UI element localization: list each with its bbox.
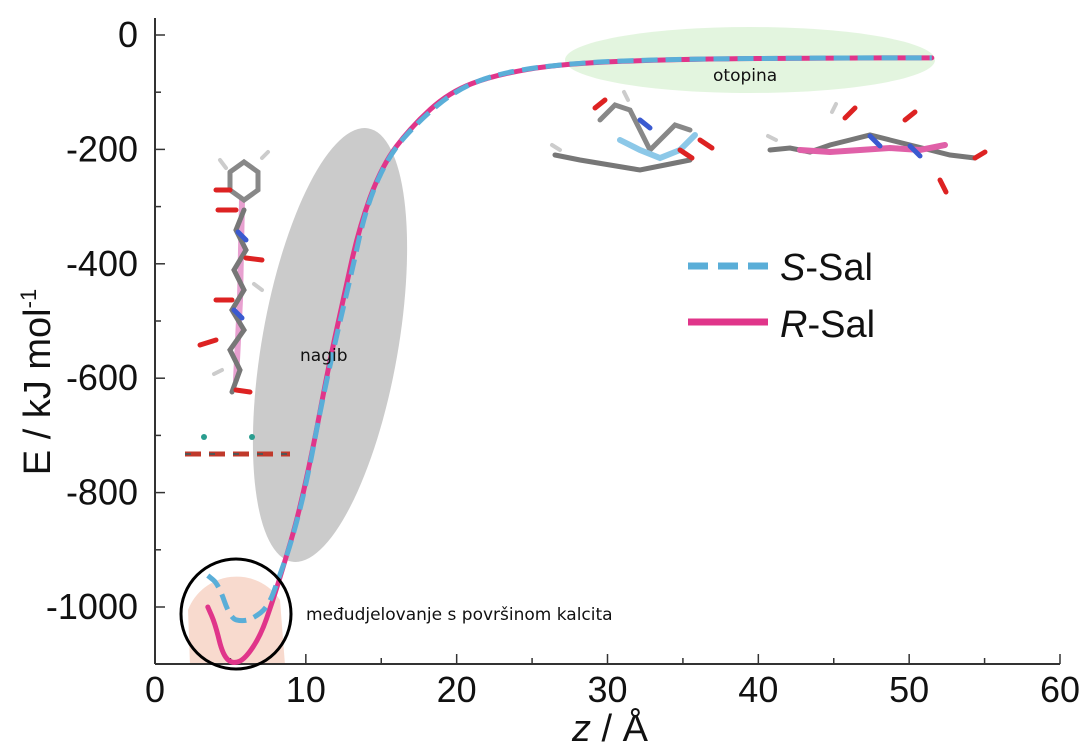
x-tick-label: 10 bbox=[286, 669, 326, 710]
slope-label: nagib bbox=[300, 346, 348, 366]
x-tick-label: 20 bbox=[437, 669, 477, 710]
y-tick-label: -400 bbox=[66, 243, 138, 284]
legend-label-s-sal: S-Sal bbox=[780, 247, 873, 289]
y-tick-label: 0 bbox=[118, 14, 138, 55]
y-tick-label: -800 bbox=[66, 472, 138, 513]
legend: S-Sal R-Sal bbox=[688, 247, 875, 346]
x-tick-label: 50 bbox=[889, 669, 929, 710]
x-tick-label: 60 bbox=[1040, 669, 1080, 710]
axes: 0 10 20 30 40 50 60 0 -200 -400 -600 -800 -1000 bbox=[46, 14, 1080, 710]
series-layer bbox=[205, 55, 935, 665]
y-tick-label: -600 bbox=[66, 357, 138, 398]
series-line-s-sal bbox=[206, 55, 932, 624]
x-tick-label: 30 bbox=[587, 669, 627, 710]
solution-label: otopina bbox=[713, 66, 777, 86]
calcite-surface-illustration bbox=[185, 434, 290, 457]
legend-label-r-sal: R-Sal bbox=[780, 304, 875, 346]
x-axis-label: z / Å bbox=[571, 706, 649, 750]
y-tick-label: -200 bbox=[66, 128, 138, 169]
interaction-label: međudjelovanje s površinom kalcita bbox=[306, 605, 613, 625]
interaction-region-circle bbox=[179, 557, 293, 671]
extended-molecule-illustration bbox=[766, 102, 988, 195]
x-tick-label: 40 bbox=[738, 669, 778, 710]
vertical-molecule-illustration bbox=[197, 150, 270, 395]
x-tick-label: 0 bbox=[145, 669, 165, 710]
y-tick-label: -1000 bbox=[46, 586, 138, 627]
folded-molecule-illustration bbox=[550, 90, 715, 173]
y-axis-label: E / kJ mol-1 bbox=[16, 289, 59, 475]
slope-region-ellipse bbox=[252, 128, 408, 562]
